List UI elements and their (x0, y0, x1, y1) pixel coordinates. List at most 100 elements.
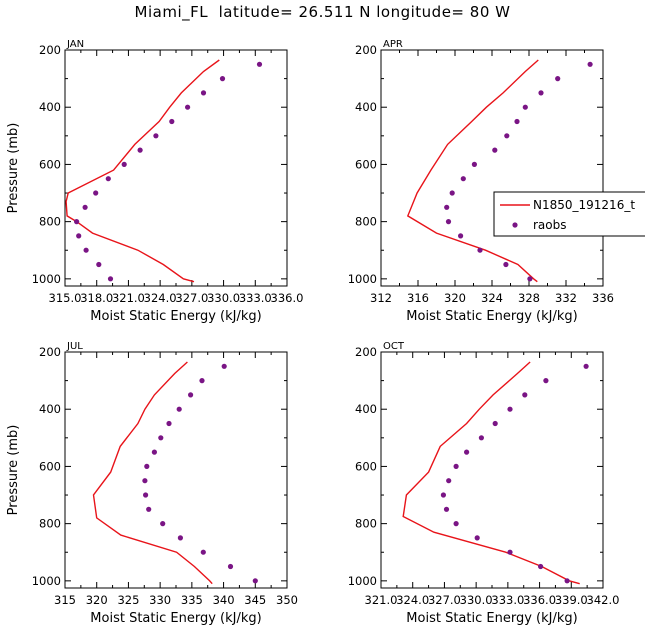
raobs-point-apr (587, 61, 593, 67)
panel-title-jul: JUL (66, 341, 83, 352)
raobs-point-oct (443, 506, 450, 512)
raobs-point-jul (252, 578, 258, 584)
figure-title: Miami_FL latitude= 26.511 N longitude= 8… (134, 3, 511, 21)
x-tick-label-apr: 320 (444, 291, 466, 305)
panel-jul: JUL Moist Static Energy (kJ/kg) Pressure… (6, 341, 298, 626)
raobs-point-jan (169, 118, 175, 125)
x-tick-label-apr: 324 (481, 291, 503, 305)
raobs-point-apr (527, 276, 533, 282)
raobs-point-jan (105, 176, 111, 182)
raobs-point-apr (449, 190, 455, 196)
y-tick-label-apr: 600 (355, 157, 377, 171)
x-tick-label-jul: 335 (181, 593, 203, 607)
plot-frame-oct (380, 351, 604, 589)
raobs-point-jul (160, 521, 166, 527)
model-line-jul (92, 361, 213, 585)
x-axis-label-jul: Moist Static Energy (kJ/kg) (90, 611, 261, 626)
x-axis-label-apr: Moist Static Energy (kJ/kg) (406, 309, 577, 324)
panel-oct: OCT Moist Static Energy (kJ/kg) 321.0324… (348, 341, 620, 626)
raobs-point-jan (121, 161, 127, 167)
x-tick-label-jul: 325 (117, 593, 139, 607)
y-tick-label-oct: 200 (355, 345, 377, 359)
raobs-point-oct (522, 392, 528, 398)
x-tick-label-jan: 324.0 (144, 291, 177, 305)
raobs-point-apr (503, 261, 509, 268)
x-tick-label-jul: 350 (276, 593, 298, 607)
raobs-point-jan (82, 204, 88, 210)
y-axis-label-jul: Pressure (mb) (6, 425, 21, 516)
plot-frame-apr (380, 49, 604, 287)
x-tick-label-oct: 333.0 (491, 593, 524, 607)
raobs-point-oct (453, 463, 459, 469)
y-tick-label-apr: 400 (355, 100, 377, 114)
y-tick-label-oct: 800 (355, 517, 377, 531)
raobs-point-apr (444, 204, 450, 210)
y-axis-label-jan: Pressure (mb) (6, 123, 21, 214)
raobs-point-jul (227, 563, 234, 570)
raobs-point-apr (555, 76, 561, 82)
legend-box (493, 191, 645, 237)
raobs-point-jan (96, 261, 102, 268)
raobs-point-apr (460, 176, 466, 182)
x-tick-label-oct: 342.0 (587, 593, 620, 607)
y-tick-label-oct: 600 (355, 459, 377, 473)
model-line-apr (406, 59, 539, 283)
x-tick-label-apr: 332 (555, 291, 577, 305)
raobs-point-oct (507, 406, 513, 412)
raobs-point-jan (107, 276, 114, 282)
legend-label-model: N1850_191216_t (533, 198, 635, 212)
raobs-point-jul (158, 435, 164, 441)
raobs-point-oct (538, 563, 544, 570)
raobs-point-jan (83, 247, 89, 253)
x-tick-label-jan: 330.0 (207, 291, 240, 305)
raobs-point-jul (177, 535, 183, 541)
raobs-point-apr (538, 90, 544, 96)
raobs-point-jul (143, 492, 149, 498)
raobs-point-jan (74, 219, 80, 225)
y-tick-label-jan: 600 (39, 157, 61, 171)
raobs-point-oct (507, 549, 513, 555)
x-tick-label-oct: 321.0 (365, 593, 398, 607)
raobs-point-jul (166, 420, 172, 427)
y-tick-label-jul: 800 (39, 517, 61, 531)
raobs-point-oct (543, 378, 549, 384)
raobs-point-apr (504, 133, 510, 139)
y-tick-label-oct: 400 (355, 402, 377, 416)
raobs-point-oct (474, 535, 480, 541)
x-tick-label-apr: 316 (407, 291, 429, 305)
x-tick-label-jan: 321.0 (112, 291, 145, 305)
y-tick-label-jul: 600 (39, 459, 61, 473)
y-tick-label-oct: 1000 (348, 574, 377, 588)
x-tick-label-jul: 340 (213, 593, 235, 607)
y-tick-label-jul: 400 (39, 402, 61, 416)
raobs-point-oct (564, 578, 570, 584)
x-tick-label-jan: 333.0 (239, 291, 272, 305)
x-tick-label-oct: 324.0 (396, 593, 429, 607)
x-tick-label-oct: 330.0 (460, 593, 493, 607)
plot-frame-jan (64, 49, 288, 287)
x-tick-label-oct: 336.0 (523, 593, 556, 607)
raobs-point-apr (477, 247, 483, 253)
x-tick-label-oct: 327.0 (428, 593, 461, 607)
x-tick-label-apr: 336 (592, 291, 614, 305)
raobs-point-jan (219, 76, 226, 82)
x-tick-label-jan: 327.0 (175, 291, 208, 305)
raobs-point-jan (76, 233, 82, 239)
raobs-point-oct (583, 363, 589, 369)
y-tick-label-jan: 200 (39, 43, 61, 57)
model-line-jan (65, 59, 220, 283)
raobs-point-jul (199, 378, 205, 384)
raobs-point-jul (151, 449, 157, 455)
raobs-point-jul (188, 392, 194, 398)
model-line-oct (402, 361, 580, 585)
raobs-point-jan (153, 133, 159, 139)
y-tick-label-jul: 200 (39, 345, 61, 359)
x-tick-label-jul: 330 (149, 593, 171, 607)
x-tick-label-apr: 312 (370, 291, 392, 305)
y-tick-label-apr: 1000 (348, 272, 377, 286)
raobs-point-oct (440, 492, 446, 498)
raobs-point-jul (144, 463, 150, 469)
raobs-point-apr (458, 233, 464, 239)
raobs-point-oct (492, 420, 498, 427)
